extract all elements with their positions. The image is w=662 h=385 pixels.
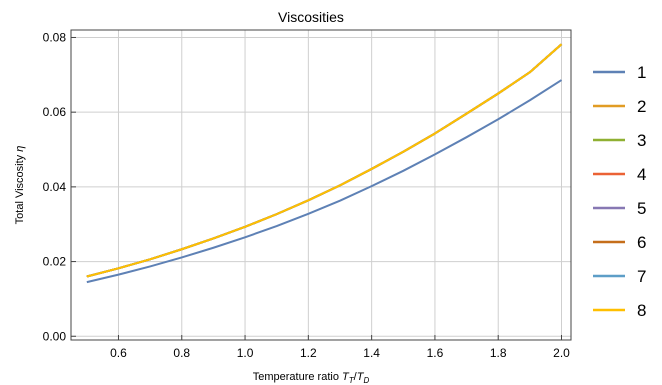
series-line-7 (86, 43, 563, 278)
chart-title: Viscosities (278, 9, 344, 25)
x-axis-label: Temperature ratio TT/TD (253, 371, 370, 385)
legend-label: 5 (637, 199, 646, 218)
x-tick-label: 1.8 (490, 346, 507, 360)
x-axis-label-text: Temperature ratio (253, 371, 339, 383)
y-axis-label-symbol: η (14, 146, 26, 152)
x-axis-ticks: 0.6 0.8 1.0 1.2 1.4 1.6 1.8 2.0 (110, 335, 570, 360)
y-axis-label: Total Viscosity η (14, 146, 26, 225)
x-axis-label-sub1: T (349, 376, 355, 385)
grid (71, 30, 571, 340)
x-tick-label: 0.6 (110, 346, 127, 360)
y-tick-label: 0.06 (43, 105, 67, 119)
series-line-5 (86, 43, 563, 278)
legend-item-3: 3 (593, 131, 646, 150)
legend-item-6: 6 (593, 233, 646, 252)
x-axis-label-t1: T (342, 371, 350, 383)
legend-item-5: 5 (593, 199, 646, 218)
y-axis-label-text: Total Viscosity (14, 154, 26, 224)
series-line-8 (86, 43, 563, 278)
legend-label: 3 (637, 131, 646, 150)
series-line-2 (86, 43, 563, 278)
legend-label: 1 (637, 63, 646, 82)
x-tick-label: 1.6 (427, 346, 444, 360)
legend-item-4: 4 (593, 165, 646, 184)
legend-label: 2 (637, 97, 646, 116)
y-axis-ticks: 0.00 0.02 0.04 0.06 0.08 (43, 30, 76, 343)
x-tick-label: 2.0 (553, 346, 570, 360)
y-tick-label: 0.04 (43, 180, 67, 194)
legend-label: 7 (637, 267, 646, 286)
legend: 1 2 3 4 5 6 7 8 (593, 63, 646, 320)
x-axis-label-sep: / (354, 371, 358, 383)
x-tick-label: 0.8 (173, 346, 190, 360)
legend-item-7: 7 (593, 267, 646, 286)
x-tick-label: 1.2 (300, 346, 317, 360)
x-axis-label-sub2: D (363, 376, 369, 385)
series-lines (86, 43, 563, 284)
series-line-1 (86, 79, 563, 284)
series-line-6 (86, 43, 563, 278)
legend-label: 6 (637, 233, 646, 252)
x-tick-label: 1.4 (363, 346, 380, 360)
x-axis-label-t2: T (357, 371, 365, 383)
x-tick-label: 1.0 (237, 346, 254, 360)
plot-frame (70, 29, 572, 341)
legend-label: 8 (637, 301, 646, 320)
y-tick-label: 0.08 (43, 30, 67, 44)
legend-item-8: 8 (593, 301, 646, 320)
series-line-3 (86, 43, 563, 278)
y-tick-label: 0.00 (43, 329, 67, 343)
y-tick-label: 0.02 (43, 255, 67, 269)
legend-item-2: 2 (593, 97, 646, 116)
legend-label: 4 (637, 165, 646, 184)
series-line-4 (86, 43, 563, 278)
legend-item-1: 1 (593, 63, 646, 82)
